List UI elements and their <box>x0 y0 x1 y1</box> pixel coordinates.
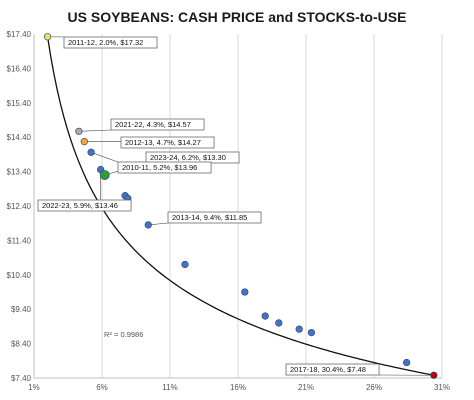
data-point <box>80 138 88 146</box>
r-squared-label: R² = 0.9986 <box>104 330 143 339</box>
annotation-label: 2023-24, 6.2%, $13.30 <box>150 153 226 162</box>
x-tick-label: 11% <box>162 383 177 392</box>
data-point <box>430 371 438 379</box>
data-point <box>307 328 316 337</box>
data-point <box>43 33 52 41</box>
y-tick-label: $11.40 <box>7 236 31 245</box>
data-point <box>99 170 110 180</box>
axes: 1% 6% 11% 16% 21% 26% 31% $7.40 $8.40 $9.40 $10.40… <box>7 30 450 392</box>
annotation-box <box>285 363 380 376</box>
annotation-label: 2012-13, 4.7%, $14.27 <box>125 138 201 147</box>
x-tick-label: 31% <box>434 383 450 392</box>
y-tick-label: $8.40 <box>11 340 32 349</box>
annotation-box <box>120 136 215 149</box>
annotation-box <box>37 199 132 212</box>
annotation-box <box>63 36 158 49</box>
x-tick-label: 21% <box>298 383 314 392</box>
y-tick-label: $12.40 <box>7 202 32 211</box>
y-tick-label: $14.40 <box>7 133 32 142</box>
annotation-leader <box>91 152 119 163</box>
annotation-label: 2017-18, 30.4%, $7.48 <box>290 365 366 374</box>
data-point <box>75 127 83 136</box>
data-point <box>241 288 249 296</box>
x-tick-label: 26% <box>366 383 382 392</box>
data-point <box>181 260 189 269</box>
data-point <box>275 319 283 327</box>
data-point <box>87 148 95 156</box>
x-tick-label: 6% <box>96 383 108 392</box>
annotation-box <box>110 118 205 131</box>
chart-title: US SOYBEANS: CASH PRICE and STOCKS-to-US… <box>68 9 407 25</box>
annotation-box <box>167 211 262 224</box>
annotation-label: 2021-22, 4.3%, $14.57 <box>115 120 191 129</box>
power-trendline <box>46 36 434 376</box>
points <box>43 33 438 379</box>
y-tick-label: $15.40 <box>7 99 32 108</box>
y-tick-label: $9.40 <box>11 305 32 314</box>
annotation-label: 2011-12, 2.0%, $17.32 <box>68 38 143 47</box>
x-tick-label: 1% <box>28 383 40 392</box>
y-tick-label: $16.40 <box>7 64 32 73</box>
data-point <box>144 221 152 229</box>
data-point <box>402 358 411 367</box>
data-point <box>261 312 269 320</box>
annotation-leader <box>78 129 112 132</box>
y-tick-label: $10.40 <box>7 271 32 280</box>
annotations: 2011-12, 2.0%, $17.32 2021-22, 4.3%, $14.… <box>37 36 380 376</box>
y-tick-label: $7.40 <box>11 374 32 383</box>
annotation-label: 2013-14, 9.4%, $11.85 <box>172 213 247 222</box>
data-point <box>295 325 303 333</box>
y-tick-label: $17.40 <box>7 30 32 39</box>
annotation-label: 2022-23, 5.9%, $13.46 <box>42 201 118 210</box>
trendline <box>46 36 434 376</box>
y-tick-label: $13.40 <box>7 168 32 177</box>
annotation-label: 2010-11, 5.2%, $13.96 <box>122 163 197 172</box>
annotation-box <box>117 161 212 174</box>
x-tick-label: 16% <box>230 383 246 392</box>
